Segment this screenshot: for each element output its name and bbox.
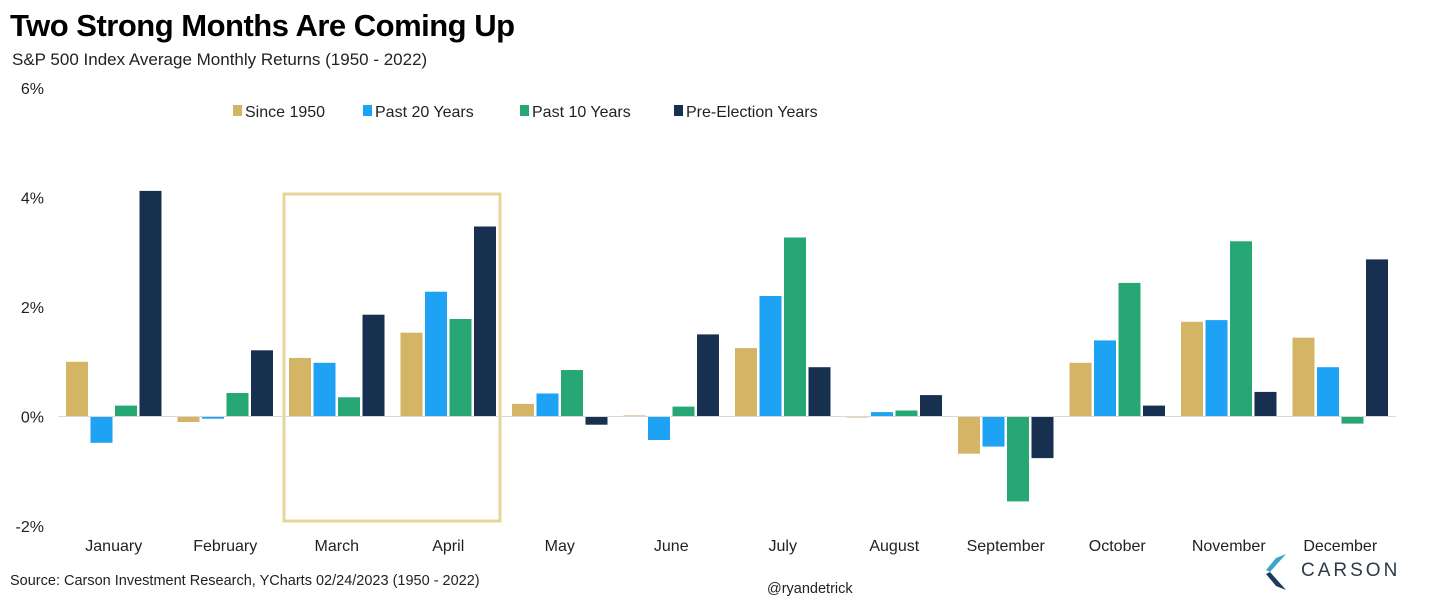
bar-past-10-years [672,406,695,417]
source-note: Source: Carson Investment Research, YCha… [10,573,480,589]
legend-label: Past 10 Years [532,104,631,121]
legend: Since 1950 Past 20 Years Past 10 Years Pre-… [233,104,818,121]
carson-logo: CARSON [1262,552,1422,592]
bar-since-1950 [623,415,646,417]
bar-past-10-years [1341,416,1364,424]
chart-title: Two Strong Months Are Coming Up [10,8,515,43]
bar-pre-election-years [920,395,942,417]
bar-past-10-years [784,237,806,417]
carson-logo-mark-icon [1266,554,1286,590]
bar-pre-election-years [1143,405,1165,417]
bar-past-10-years [1118,282,1141,417]
bar-past-20-years [1317,367,1339,417]
bar-since-1950 [177,416,200,422]
bar-since-1950 [1292,337,1315,417]
bar-since-1950 [400,332,423,417]
highlight-box [282,192,502,523]
bar-past-10-years [895,410,918,417]
y-tick-label: 6% [21,81,44,98]
x-category-label: April [432,538,464,555]
bar-since-1950 [1181,321,1203,417]
bar-since-1950 [512,403,534,417]
bar-past-20-years [90,416,113,443]
bar-pre-election-years [585,416,608,425]
bar-past-20-years [871,412,893,417]
bar-pre-election-years [1254,391,1277,417]
author-handle: @ryandetrick [767,581,853,597]
bar-past-20-years [1205,320,1228,417]
x-category-label: February [193,538,257,555]
x-category-label: December [1303,538,1377,555]
x-category-label: November [1192,538,1266,555]
legend-swatch [363,105,372,116]
x-category-label: March [315,538,359,555]
legend-swatch [674,105,683,116]
x-category-label: August [869,538,919,555]
bar-since-1950 [66,361,88,417]
bar-pre-election-years [1031,416,1054,459]
legend-label: Pre-Election Years [686,104,818,121]
bar-past-20-years [648,416,670,440]
x-category-label: September [967,538,1046,555]
legend-swatch [233,105,242,116]
bar-since-1950 [735,348,757,417]
highlight-box-group [282,192,502,523]
bar-past-20-years [982,416,1005,447]
bar-past-10-years [338,397,360,417]
x-axis-labels: January February March April May June July Augu… [85,538,1378,555]
x-category-label: October [1089,538,1147,555]
y-axis: 6% 4% 2% 0% -2% [16,81,44,536]
logo-text: CARSON [1301,560,1401,581]
legend-swatch [520,105,529,116]
legend-label: Since 1950 [245,104,325,121]
bar-past-10-years [561,370,583,417]
bar-since-1950 [958,416,980,454]
bar-since-1950 [289,357,311,417]
legend-label: Past 20 Years [375,104,474,121]
bar-past-20-years [202,416,224,419]
bar-past-20-years [313,362,336,417]
bar-pre-election-years [474,226,496,417]
x-category-label: June [654,538,689,555]
bar-past-20-years [1094,340,1116,417]
bar-since-1950 [1069,362,1092,417]
y-tick-label: -2% [16,519,44,536]
y-tick-label: 2% [21,300,44,317]
bar-past-10-years [449,319,472,417]
bar-past-20-years [425,291,447,417]
bar-pre-election-years [697,334,719,417]
bar-past-20-years [759,296,782,417]
bar-past-20-years [536,393,559,417]
bar-past-10-years [115,405,137,417]
bar-past-10-years [226,393,249,417]
bar-past-10-years [1230,241,1252,417]
x-category-label: May [545,538,575,555]
bar-past-10-years [1007,416,1029,502]
bar-pre-election-years [808,367,831,417]
y-tick-label: 0% [21,410,44,427]
bars [66,190,1388,502]
x-category-label: July [769,538,797,555]
bar-pre-election-years [1366,259,1388,417]
x-category-label: January [85,538,142,555]
y-tick-label: 4% [21,191,44,208]
bar-pre-election-years [251,350,273,417]
bar-pre-election-years [362,314,385,417]
chart-subtitle: S&P 500 Index Average Monthly Returns (1… [12,50,428,69]
bar-pre-election-years [139,190,162,417]
